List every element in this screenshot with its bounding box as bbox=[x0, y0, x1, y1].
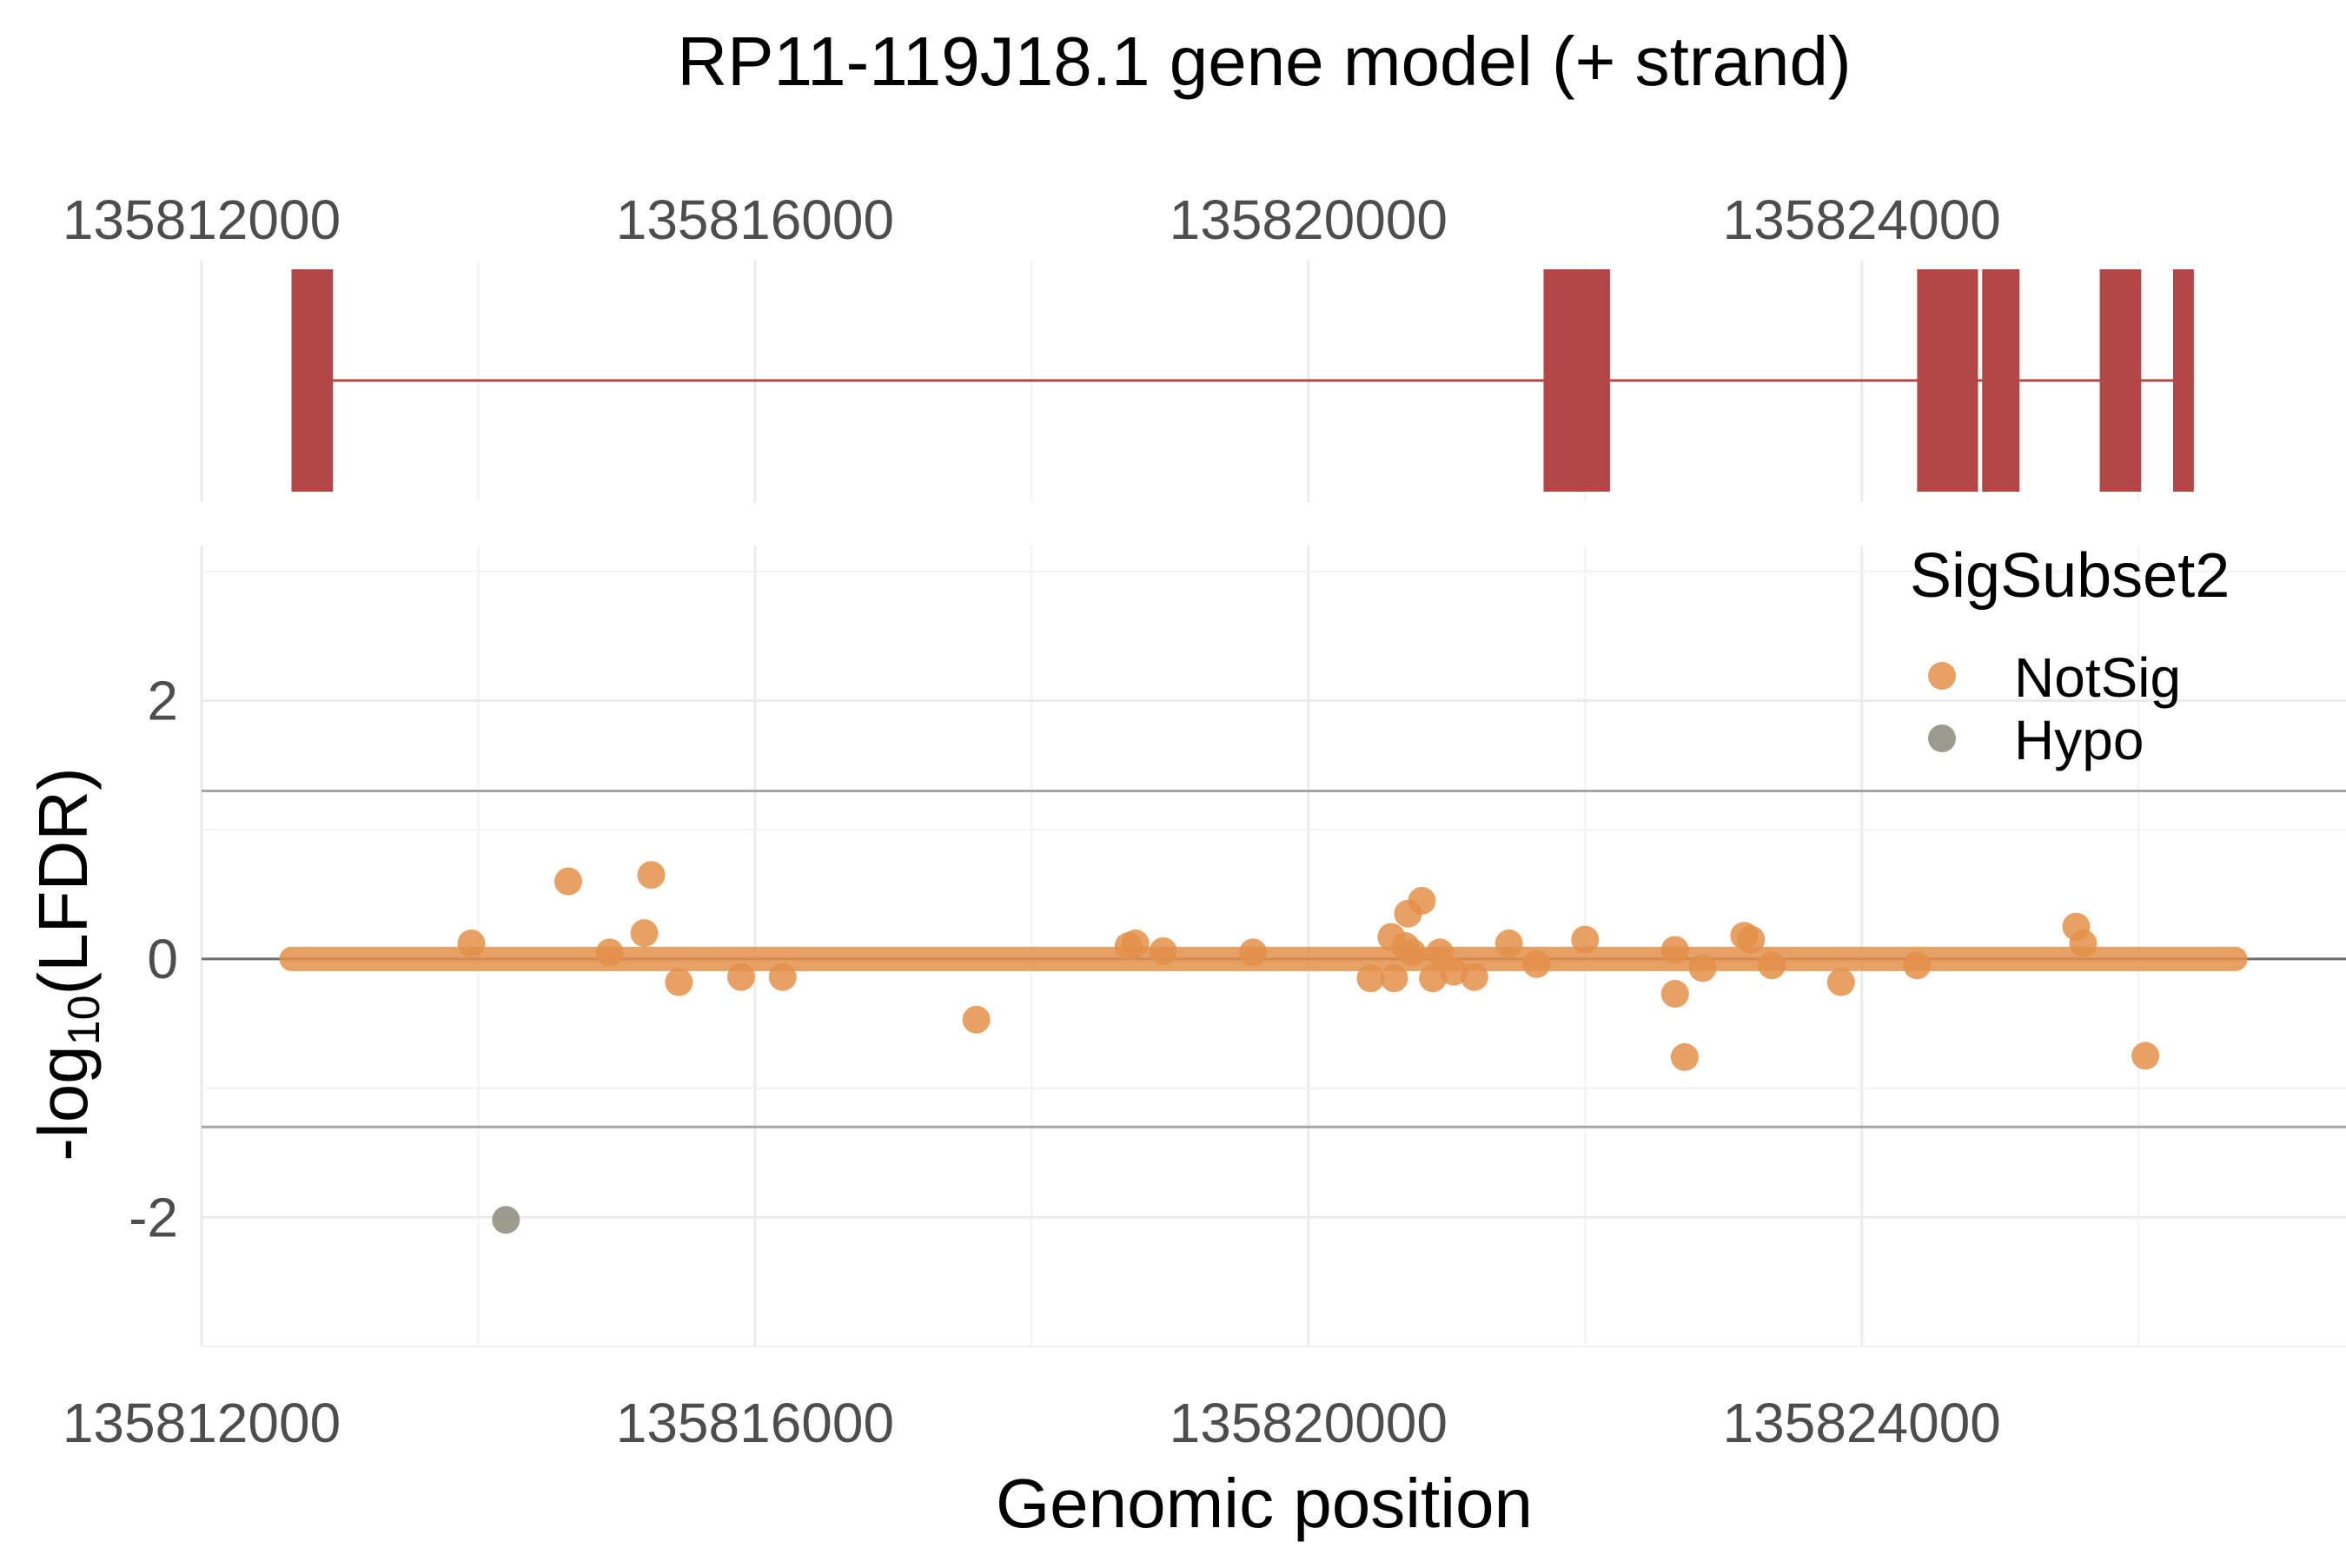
exon-block bbox=[2172, 269, 2194, 492]
data-point-notsig bbox=[595, 938, 624, 967]
data-point-notsig bbox=[1439, 957, 1468, 986]
data-point-notsig bbox=[1149, 936, 1177, 965]
y-tick-label: 2 bbox=[147, 669, 178, 731]
data-point-notsig bbox=[1571, 925, 1600, 954]
data-point-notsig bbox=[457, 930, 486, 958]
data-point-notsig bbox=[553, 867, 582, 896]
y-axis-title-main: -log bbox=[24, 1045, 102, 1161]
data-point-notsig bbox=[768, 963, 797, 991]
top-x-tick-label: 135820000 bbox=[1170, 189, 1448, 251]
data-point-notsig bbox=[1737, 925, 1766, 954]
top-x-tick-label: 135812000 bbox=[63, 189, 341, 251]
data-point-notsig bbox=[630, 919, 659, 948]
data-point-notsig bbox=[1522, 949, 1551, 978]
data-point-notsig bbox=[1398, 938, 1427, 967]
data-point-notsig bbox=[1380, 964, 1408, 993]
lfdr-scatter-panel: -2 0 2 135812000 135816000 135820000 13582400… bbox=[63, 546, 2346, 1454]
x-tick-label: 135816000 bbox=[616, 1392, 894, 1454]
data-point-notsig bbox=[1660, 980, 1689, 1009]
legend-key-hypo bbox=[1928, 724, 1956, 752]
data-point-notsig bbox=[2131, 1042, 2160, 1070]
data-point-notsig bbox=[1494, 930, 1523, 958]
data-point-notsig bbox=[726, 963, 755, 991]
y-axis-title-tail: (LFDR) bbox=[24, 767, 102, 995]
exon-block bbox=[1982, 269, 2020, 492]
y-axis-title-subscript: 10 bbox=[59, 995, 109, 1045]
data-point-hypo bbox=[492, 1206, 520, 1234]
data-point-notsig bbox=[2069, 930, 2097, 958]
y-axis-title: -log10(LFDR) bbox=[24, 767, 109, 1161]
data-point-notsig bbox=[1408, 886, 1436, 915]
data-point-notsig bbox=[1239, 938, 1268, 967]
data-point-notsig bbox=[1688, 954, 1717, 982]
data-point-notsig bbox=[1758, 951, 1786, 980]
legend: SigSubset2 NotSig Hypo bbox=[1910, 541, 2230, 771]
legend-key-notsig bbox=[1928, 662, 1956, 690]
exon-block bbox=[2099, 269, 2142, 492]
x-tick-label: 135812000 bbox=[63, 1392, 341, 1454]
y-tick-label: 0 bbox=[147, 928, 178, 990]
data-point-notsig bbox=[1903, 951, 1932, 980]
legend-label-hypo: Hypo bbox=[2014, 709, 2144, 771]
data-point-notsig bbox=[1356, 964, 1385, 993]
data-point-notsig bbox=[1660, 936, 1689, 964]
top-x-tick-label: 135816000 bbox=[616, 189, 894, 251]
exon-block bbox=[1917, 269, 1978, 492]
data-point-notsig bbox=[1826, 968, 1855, 996]
chart-title: RP11-119J18.1 gene model (+ strand) bbox=[677, 23, 1851, 100]
x-tick-label: 135824000 bbox=[1723, 1392, 2001, 1454]
gene-model-panel: 135812000 135816000 135820000 135824000 bbox=[63, 189, 2194, 502]
data-point-notsig bbox=[962, 1005, 991, 1034]
legend-title: SigSubset2 bbox=[1910, 541, 2230, 611]
data-point-notsig bbox=[665, 968, 693, 996]
x-axis-title: Genomic position bbox=[996, 1465, 1533, 1542]
data-point-notsig bbox=[1670, 1042, 1699, 1071]
data-point-notsig bbox=[1426, 938, 1455, 967]
exon-block bbox=[1543, 269, 1610, 492]
data-point-notsig bbox=[1121, 930, 1150, 958]
x-tick-label: 135820000 bbox=[1170, 1392, 1448, 1454]
y-tick-label: -2 bbox=[129, 1186, 178, 1248]
exon-block bbox=[291, 269, 334, 492]
data-point-notsig bbox=[637, 861, 666, 890]
data-point-notsig bbox=[1460, 963, 1488, 991]
legend-label-notsig: NotSig bbox=[2014, 646, 2181, 709]
top-x-tick-label: 135824000 bbox=[1723, 189, 2001, 251]
